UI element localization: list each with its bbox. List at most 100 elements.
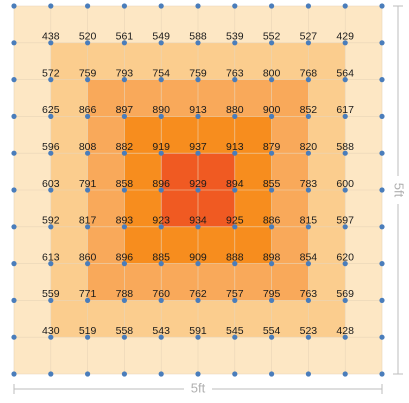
reading-value: 572 [42,67,60,79]
grid-node [342,40,348,46]
grid-node [48,297,54,303]
reading-value: 428 [336,325,354,337]
grid-node [232,40,238,46]
grid-node [379,371,385,377]
grid-node [11,77,17,83]
grid-node [48,150,54,156]
grid-node [121,3,127,9]
reading-value: 617 [336,104,354,116]
grid-node [85,150,91,156]
grid-node [305,371,311,377]
grid-node [342,3,348,9]
grid-node [158,187,164,193]
grid-node [158,3,164,9]
grid-node [85,77,91,83]
reading-value: 600 [336,178,354,190]
reading-value: 886 [263,215,281,227]
grid-node [85,297,91,303]
grid-node [85,224,91,230]
grid-node [379,297,385,303]
reading-value: 880 [226,104,244,116]
reading-value: 793 [116,67,134,79]
reading-value: 890 [152,104,170,116]
grid-node [48,261,54,267]
grid-node [342,187,348,193]
grid-node [158,224,164,230]
reading-value: 569 [336,288,354,300]
reading-value: 898 [263,251,281,263]
grid-node [379,3,385,9]
grid-node [195,371,201,377]
reading-value: 549 [152,31,170,43]
grid-node [85,371,91,377]
grid-node [121,187,127,193]
reading-value: 795 [263,288,281,300]
grid-node [121,40,127,46]
reading-value: 808 [79,141,97,153]
grid-node [195,297,201,303]
reading-value: 520 [79,31,97,43]
reading-value: 788 [116,288,134,300]
grid-node [379,261,385,267]
reading-value: 539 [226,31,244,43]
grid-node [232,113,238,119]
reading-value: 552 [263,31,281,43]
grid-node [121,150,127,156]
grid-node [195,3,201,9]
reading-value: 554 [263,325,281,337]
reading-value: 900 [263,104,281,116]
grid-node [48,224,54,230]
grid-node [342,371,348,377]
grid-node [85,40,91,46]
grid-node [379,113,385,119]
grid-node [195,224,201,230]
reading-value: 791 [79,178,97,190]
grid-node [121,371,127,377]
grid-node [269,297,275,303]
grid-node [11,3,17,9]
grid-node [269,371,275,377]
grid-node [342,150,348,156]
grid-node [269,187,275,193]
reading-value: 768 [300,67,318,79]
grid-node [195,113,201,119]
grid-node [121,334,127,340]
reading-value: 913 [189,104,207,116]
reading-value: 925 [226,215,244,227]
grid-node [305,150,311,156]
grid-node [342,334,348,340]
grid-node [48,77,54,83]
reading-value: 759 [189,67,207,79]
grid-node [158,261,164,267]
reading-value: 760 [152,288,170,300]
reading-value: 854 [300,251,318,263]
reading-value: 929 [189,178,207,190]
grid-node [342,224,348,230]
grid-node [232,150,238,156]
height-label-background [390,176,406,204]
grid-node [379,40,385,46]
grid-node [48,187,54,193]
reading-value: 860 [79,251,97,263]
grid-node [195,40,201,46]
reading-value: 894 [226,178,244,190]
grid-node [379,150,385,156]
grid-node [305,297,311,303]
grid-node [195,187,201,193]
grid-node [305,334,311,340]
grid-node [232,334,238,340]
width-dimension: 5ft [13,380,383,397]
reading-values: 438 520 561 549 588 539 552 527 429 572 759 793 754 7… [42,31,354,337]
reading-value: 893 [116,215,134,227]
width-dimension-label: 5ft [191,380,206,395]
grid-node [232,224,238,230]
reading-value: 597 [336,215,354,227]
grid-node [195,150,201,156]
grid-node [158,40,164,46]
reading-value: 762 [189,288,207,300]
grid-node [269,224,275,230]
reading-value: 438 [42,31,60,43]
grid-node [11,113,17,119]
grid-node [158,77,164,83]
reading-value: 896 [116,251,134,263]
